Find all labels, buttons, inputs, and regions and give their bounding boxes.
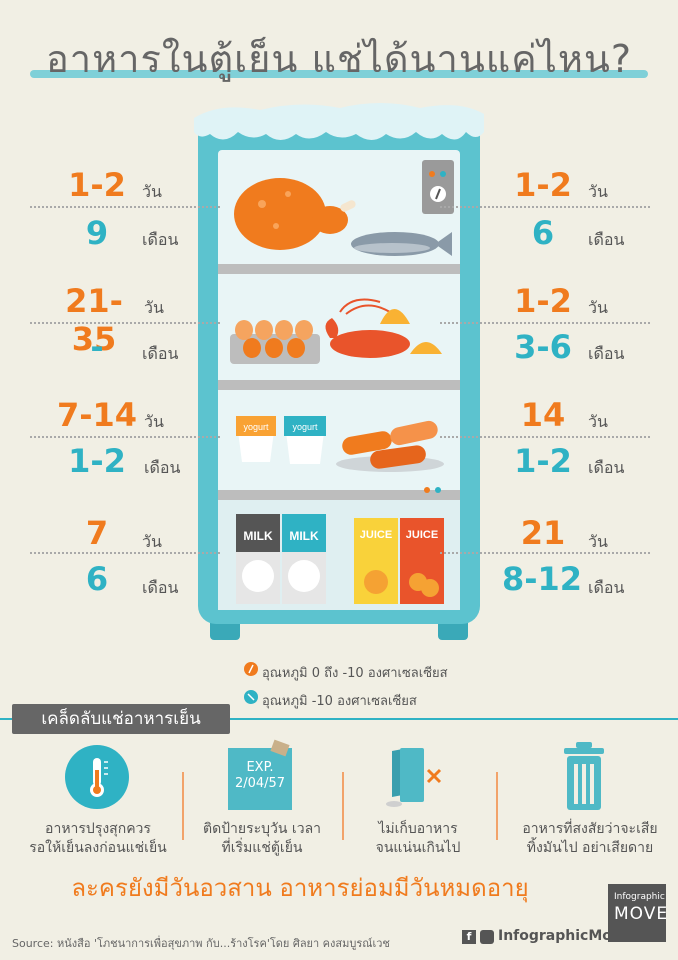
tip-3-text: ไม่เก็บอาหาร จนแน่นเกินไป xyxy=(350,820,486,858)
right-days-unit: วัน xyxy=(588,298,608,317)
tip-separator xyxy=(496,772,498,840)
social-handle[interactable]: InfographicMove xyxy=(498,928,631,944)
page-title: อาหารในตู้เย็น แช่ได้นานแค่ไหน? xyxy=(45,37,633,81)
left-months-unit: เดือน xyxy=(142,578,179,597)
trash-bin-icon xyxy=(564,742,604,810)
tag-exp-label: EXP. xyxy=(246,760,274,775)
right-months-unit: เดือน xyxy=(588,344,625,363)
full-fridge-icon xyxy=(386,748,442,807)
guide-line xyxy=(440,552,650,554)
left-months-value: 6 xyxy=(85,560,109,598)
infographic-move-logo: Infographic MOVE xyxy=(608,884,669,942)
right-months-unit: เดือน xyxy=(588,458,625,477)
label-tag-icon: EXP. 2/04/57 xyxy=(228,748,292,810)
right-months-value: 1-2 xyxy=(514,442,572,480)
right-days-value: 14 xyxy=(520,396,566,434)
tips-divider xyxy=(0,718,678,720)
guide-line xyxy=(440,206,650,208)
logo-line2: MOVE xyxy=(614,904,669,924)
tip-2-text: ติดป้ายระบุวัน เวลา ที่เริ่มแช่ตู้เย็น xyxy=(194,820,330,858)
guide-line xyxy=(30,206,220,208)
fridge-illustration: yogurt yogurt MILK MILK JUICE JUICE xyxy=(194,103,484,640)
legend-orange: อุณหภูมิ 0 ถึง -10 องศาเซลเซียส xyxy=(262,666,448,681)
logo-line1: Infographic xyxy=(614,892,665,902)
tip-4-line1: อาหารที่สงสัยว่าจะเสีย xyxy=(522,821,658,837)
tip-4-line2: ทิ้งมันไป อย่าเสียดาย xyxy=(526,840,654,856)
tip-1-line1: อาหารปรุงสุกควร xyxy=(45,821,151,837)
tip-4-text: อาหารที่สงสัยว่าจะเสีย ทิ้งมันไป อย่าเสี… xyxy=(506,820,674,858)
left-months-value: - xyxy=(90,328,104,366)
right-months-value: 6 xyxy=(531,214,555,252)
guide-line xyxy=(440,436,650,438)
tip-separator xyxy=(182,772,184,840)
guide-line xyxy=(440,322,650,324)
legend-teal: อุณหภูมิ -10 องศาเซลเซียส xyxy=(262,694,417,709)
left-months-value: 9 xyxy=(85,214,109,252)
juice-label: JUICE xyxy=(360,529,392,541)
left-days-value: 7 xyxy=(85,514,109,552)
left-months-value: 1-2 xyxy=(68,442,126,480)
slogan: ละครยังมีวันอวสาน อาหารย่อมมีวันหมดอายุ xyxy=(71,874,529,902)
right-days-unit: วัน xyxy=(588,412,608,431)
milk-label-2: MILK xyxy=(289,529,319,543)
facebook-icon[interactable]: f xyxy=(462,930,476,944)
right-months-value: 8-12 xyxy=(501,560,583,598)
left-days-unit: วัน xyxy=(144,412,164,431)
tip-separator xyxy=(342,772,344,840)
guide-line xyxy=(30,322,220,324)
tips-heading: เคล็ดลับแช่อาหารเย็น xyxy=(12,704,230,734)
left-days-unit: วัน xyxy=(142,182,162,201)
orange-dial-icon xyxy=(244,662,258,676)
left-days-value: 21-35 xyxy=(65,282,123,358)
tip-1-text: อาหารปรุงสุกควร รอให้เย็นลงก่อนแช่เย็น xyxy=(20,820,176,858)
tip-2-line2: ที่เริ่มแช่ตู้เย็น xyxy=(221,840,303,856)
source-credit: Source: หนังสือ 'โภชนาการเพื่อสุขภาพ กับ… xyxy=(12,937,390,950)
guide-line xyxy=(30,436,220,438)
juice-label-2: JUICE xyxy=(406,529,438,541)
yogurt-label-2: yogurt xyxy=(292,422,318,432)
left-days-unit: วัน xyxy=(142,532,162,551)
right-days-value: 1-2 xyxy=(514,282,572,320)
right-months-unit: เดือน xyxy=(588,230,625,249)
left-months-unit: เดือน xyxy=(144,458,181,477)
right-days-value: 1-2 xyxy=(514,166,572,204)
guide-line xyxy=(30,552,220,554)
left-days-unit: วัน xyxy=(144,298,164,317)
tag-date: 2/04/57 xyxy=(234,776,286,791)
right-months-value: 3-6 xyxy=(514,328,572,366)
right-months-unit: เดือน xyxy=(588,578,625,597)
title-underline xyxy=(30,70,648,78)
tip-2-line1: ติดป้ายระบุวัน เวลา xyxy=(202,821,322,837)
milk-label: MILK xyxy=(243,529,273,543)
tip-3-line1: ไม่เก็บอาหาร xyxy=(378,821,458,837)
yogurt-label: yogurt xyxy=(243,422,269,432)
teal-dial-icon xyxy=(244,690,258,704)
tip-3-line2: จนแน่นเกินไป xyxy=(375,840,461,856)
left-months-unit: เดือน xyxy=(142,230,179,249)
thermometer-icon xyxy=(65,745,129,809)
right-days-unit: วัน xyxy=(588,182,608,201)
right-days-value: 21 xyxy=(520,514,566,552)
twitter-icon[interactable] xyxy=(480,930,494,944)
left-days-value: 7-14 xyxy=(56,396,138,434)
right-days-unit: วัน xyxy=(588,532,608,551)
tip-1-line2: รอให้เย็นลงก่อนแช่เย็น xyxy=(29,840,167,856)
left-days-value: 1-2 xyxy=(68,166,126,204)
left-months-unit: เดือน xyxy=(142,344,179,363)
